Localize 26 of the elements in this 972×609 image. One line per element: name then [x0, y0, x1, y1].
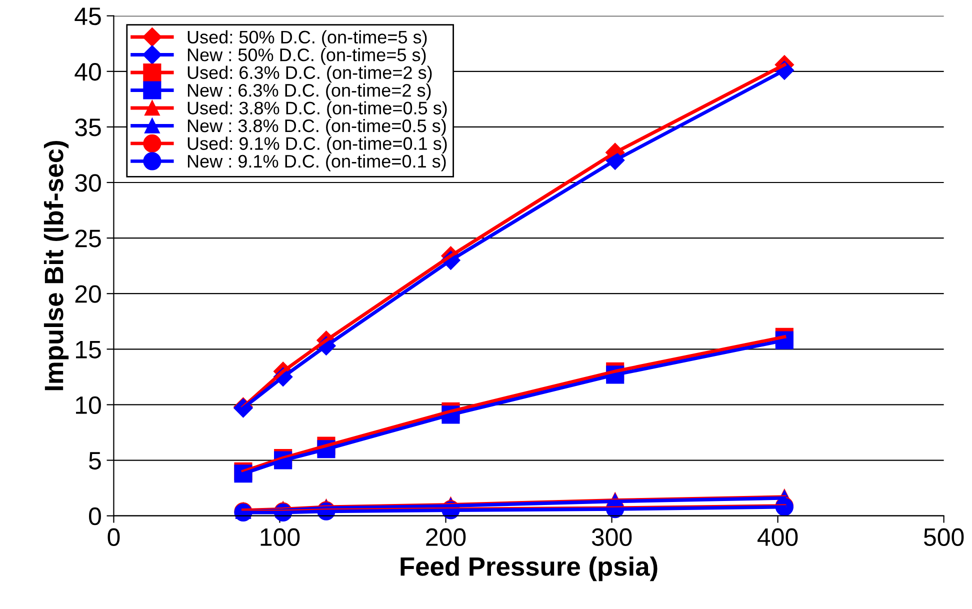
y-tick-label: 10 — [76, 396, 101, 414]
y-tick-label: 0 — [88, 507, 101, 526]
legend-label: New : 3.8% D.C. (on-time=0.5 s) — [188, 118, 446, 136]
x-tick-label: 0 — [108, 528, 120, 546]
legend-label: Used: 6.3% D.C. (on-time=2 s) — [188, 66, 432, 83]
x-tick-label: 300 — [592, 528, 632, 546]
y-tick-label: 20 — [75, 285, 101, 303]
x-tick-label: 100 — [260, 528, 300, 546]
legend-label: Used: 3.8% D.C. (on-time=0.5 s) — [188, 101, 447, 118]
legend-label: New : 9.1% D.C. (on-time=0.1 s) — [188, 154, 446, 172]
legend-label: Used: 9.1% D.C. (on-time=0.1 s) — [188, 136, 447, 154]
x-tick-label: 200 — [426, 528, 466, 546]
y-tick-label: 25 — [75, 230, 101, 248]
y-tick-label: 15 — [76, 341, 101, 358]
y-tick-label: 35 — [75, 118, 101, 136]
y-axis-title: Impulse Bit (lbf-sec) — [44, 141, 69, 390]
y-tick-label: 40 — [74, 62, 101, 81]
x-axis-title: Feed Pressure (psia) — [400, 556, 658, 582]
legend-label: New : 50% D.C. (on-time=5 s) — [188, 48, 426, 65]
x-tick-label: 400 — [758, 528, 798, 546]
x-tick-label: 500 — [924, 528, 964, 546]
y-tick-label: 45 — [74, 8, 101, 26]
y-tick-label: 5 — [89, 452, 101, 470]
y-tick-label: 30 — [75, 174, 101, 192]
legend-label: Used: 50% D.C. (on-time=5 s) — [188, 30, 427, 48]
legend-label: New : 6.3% D.C. (on-time=2 s) — [188, 83, 431, 100]
